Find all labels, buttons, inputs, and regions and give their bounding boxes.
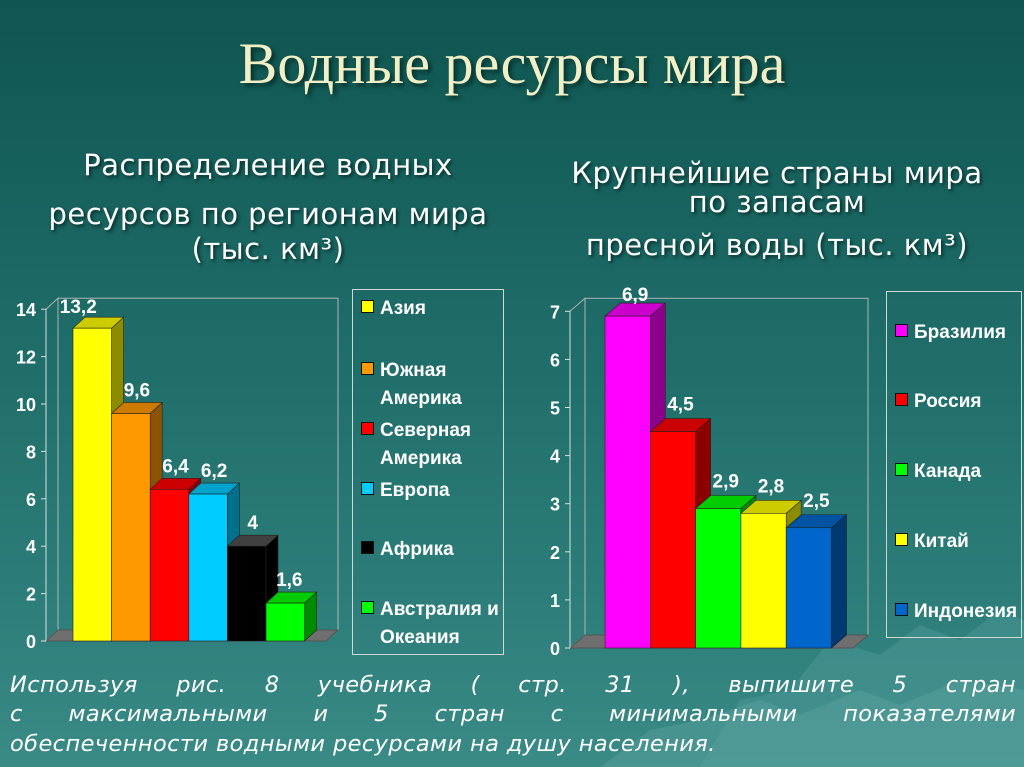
legend-item: Азия (361, 295, 426, 323)
bar-side (831, 514, 847, 649)
data-label: 2,5 (803, 491, 830, 512)
legend-item: Европа (361, 477, 450, 505)
y-tick-label: 1 (550, 591, 560, 611)
legend-swatch (361, 601, 374, 614)
footnote-line: обеспеченности водными ресурсами на душу… (10, 730, 716, 757)
data-label: 13,2 (60, 297, 97, 318)
data-label: 2,9 (713, 472, 739, 493)
data-label: 4 (247, 513, 258, 534)
legend-swatch (361, 362, 374, 375)
task-footnote: Используя рис. 8 учебника ( стр. 31 ), в… (10, 671, 1016, 759)
data-label: 6,4 (162, 456, 189, 477)
page-title: Водные ресурсы мира (238, 31, 786, 96)
left-subtitle-line: (тыс. км³) (191, 231, 345, 266)
legend-label: Канада (914, 461, 982, 482)
bar (785, 527, 832, 649)
data-label: 6,2 (201, 461, 227, 482)
right-chart-legend: Бразилия Россия Канада Китай Индонезия (886, 291, 1022, 638)
bar (604, 315, 651, 649)
y-tick-label: 5 (550, 399, 560, 419)
legend-item: Индонезия (895, 598, 1017, 626)
right-subtitle-line: пресной воды (тыс. км³) (585, 227, 969, 262)
y-tick-label: 10 (16, 395, 36, 415)
legend-label: Индонезия (914, 601, 1018, 622)
legend-item: Канада (895, 458, 981, 486)
y-tick-label: 14 (16, 300, 36, 320)
bar (649, 431, 696, 649)
y-tick-label: 3 (550, 495, 560, 515)
y-tick-label: 0 (26, 632, 36, 652)
legend-swatch (361, 482, 374, 495)
legend-swatch (361, 300, 374, 313)
bar (695, 508, 742, 649)
bar (149, 489, 190, 642)
right-subtitle-line: Крупнейшие страны мира (571, 156, 983, 190)
legend-label: Китай (914, 531, 969, 552)
legend-item: Северная Америка (361, 417, 471, 472)
y-tick-label: 2 (26, 585, 36, 605)
legend-swatch (895, 324, 908, 337)
y-tick-label: 12 (16, 348, 36, 368)
legend-swatch (361, 541, 374, 554)
y-tick-label: 2 (550, 543, 560, 563)
legend-label: Северная Америка (380, 420, 472, 469)
legend-label: Южная Америка (380, 360, 462, 409)
left-chart-legend: Азия Южная Америка Северная Америка Европа Афр… (352, 289, 504, 655)
legend-label: Бразилия (914, 322, 1007, 343)
legend-label: Азия (380, 298, 426, 319)
data-label: 1,6 (276, 570, 302, 591)
data-label: 9,6 (124, 380, 150, 401)
bar (111, 413, 151, 642)
legend-item: Австралия и Океания (361, 596, 499, 651)
y-tick-label: 6 (26, 490, 36, 510)
data-label: 2,8 (758, 476, 784, 497)
legend-label: Австралия и Океания (380, 599, 499, 648)
bar (227, 545, 267, 642)
bar (265, 602, 305, 642)
y-tick-label: 4 (550, 447, 560, 467)
y-tick-label: 4 (26, 537, 36, 557)
legend-swatch (895, 393, 908, 406)
legend-label: Европа (380, 480, 450, 501)
legend-swatch (895, 603, 908, 616)
plot-side-wall (45, 297, 59, 643)
legend-item: Китай (895, 528, 969, 556)
y-tick-label: 7 (550, 302, 560, 322)
legend-swatch (895, 463, 908, 476)
right-chart-subtitle: Крупнейшие страны мира по запасам пресно… (530, 156, 1024, 262)
legend-item: Россия (895, 388, 981, 416)
legend-item: Африка (361, 536, 454, 564)
left-subtitle-line: ресурсов по регионам мира (48, 196, 488, 231)
legend-label: Африка (380, 539, 454, 560)
bar (72, 327, 112, 642)
bar (740, 513, 787, 649)
legend-item: Бразилия (895, 319, 1006, 347)
legend-swatch (361, 422, 374, 435)
data-label: 6,9 (622, 285, 648, 306)
legend-item: Южная Америка (361, 357, 462, 412)
right-subtitle-line: по запасам (688, 184, 866, 219)
y-tick-label: 8 (26, 442, 36, 462)
y-tick-label: 0 (550, 639, 560, 659)
plot-side-wall (569, 297, 586, 650)
footnote-line: Используя рис. 8 учебника ( стр. 31 ), в… (10, 672, 1016, 698)
y-tick-label: 6 (550, 350, 560, 370)
left-subtitle-line: Распределение водных (83, 148, 453, 182)
data-label: 4,5 (667, 395, 694, 416)
legend-swatch (895, 533, 908, 546)
bar (188, 493, 228, 642)
footnote-line: с максимальными и 5 стран с минимальными… (10, 701, 1016, 728)
legend-label: Россия (914, 391, 982, 412)
left-chart-subtitle: Распределение водных ресурсов по региона… (10, 148, 526, 266)
